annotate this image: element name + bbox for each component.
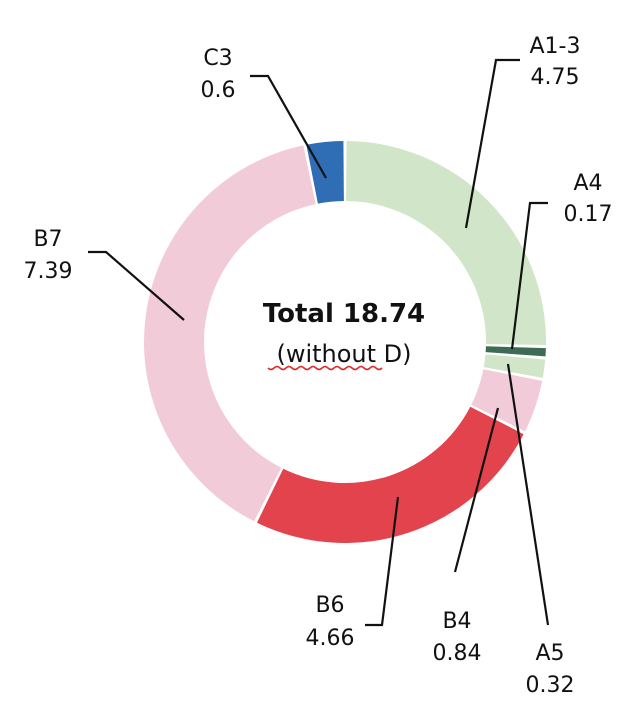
leader-line-c3: [250, 74, 327, 179]
slice-a4: [485, 346, 546, 357]
slice-value-a1-3: 4.75: [531, 65, 580, 90]
slice-a1-3: [346, 141, 546, 345]
slice-b7: [144, 145, 316, 522]
leader-line-a5: [506, 363, 550, 626]
slice-a5: [483, 354, 546, 378]
slice-b4: [471, 369, 543, 432]
leader-line-b4: [453, 407, 500, 573]
slice-labels: A1-3 4.75 A4 0.17 A5 0.32 B4 0.84 B6 4.66 B7 7.39 C3…: [24, 34, 613, 698]
leader-lines: [88, 58, 550, 627]
slice-value-a4: 0.17: [564, 202, 613, 227]
center-subtitle: (without D): [276, 340, 411, 368]
slice-value-b6: 4.66: [306, 626, 355, 651]
slice-value-a5: 0.32: [526, 673, 575, 698]
center-title: Total 18.74: [263, 299, 425, 329]
slice-c3: [306, 141, 344, 204]
leader-line-a1-3: [464, 58, 520, 229]
slice-label-b4: B4: [442, 609, 471, 634]
slice-label-a1-3: A1-3: [530, 34, 581, 59]
slice-label-b7: B7: [33, 227, 62, 252]
slice-label-c3: C3: [203, 46, 232, 71]
spellcheck-underline: [267, 365, 383, 371]
slice-label-a5: A5: [535, 641, 564, 666]
leader-line-b7: [88, 250, 185, 321]
slice-value-b4: 0.84: [433, 641, 482, 666]
slice-value-c3: 0.6: [201, 78, 236, 103]
slice-b6: [256, 406, 524, 543]
leader-line-a4: [510, 201, 548, 350]
slice-value-b7: 7.39: [24, 259, 73, 284]
slice-label-a4: A4: [573, 171, 602, 196]
donut-slices: [144, 141, 546, 543]
leader-line-b6: [365, 496, 400, 627]
slice-label-b6: B6: [315, 593, 344, 618]
